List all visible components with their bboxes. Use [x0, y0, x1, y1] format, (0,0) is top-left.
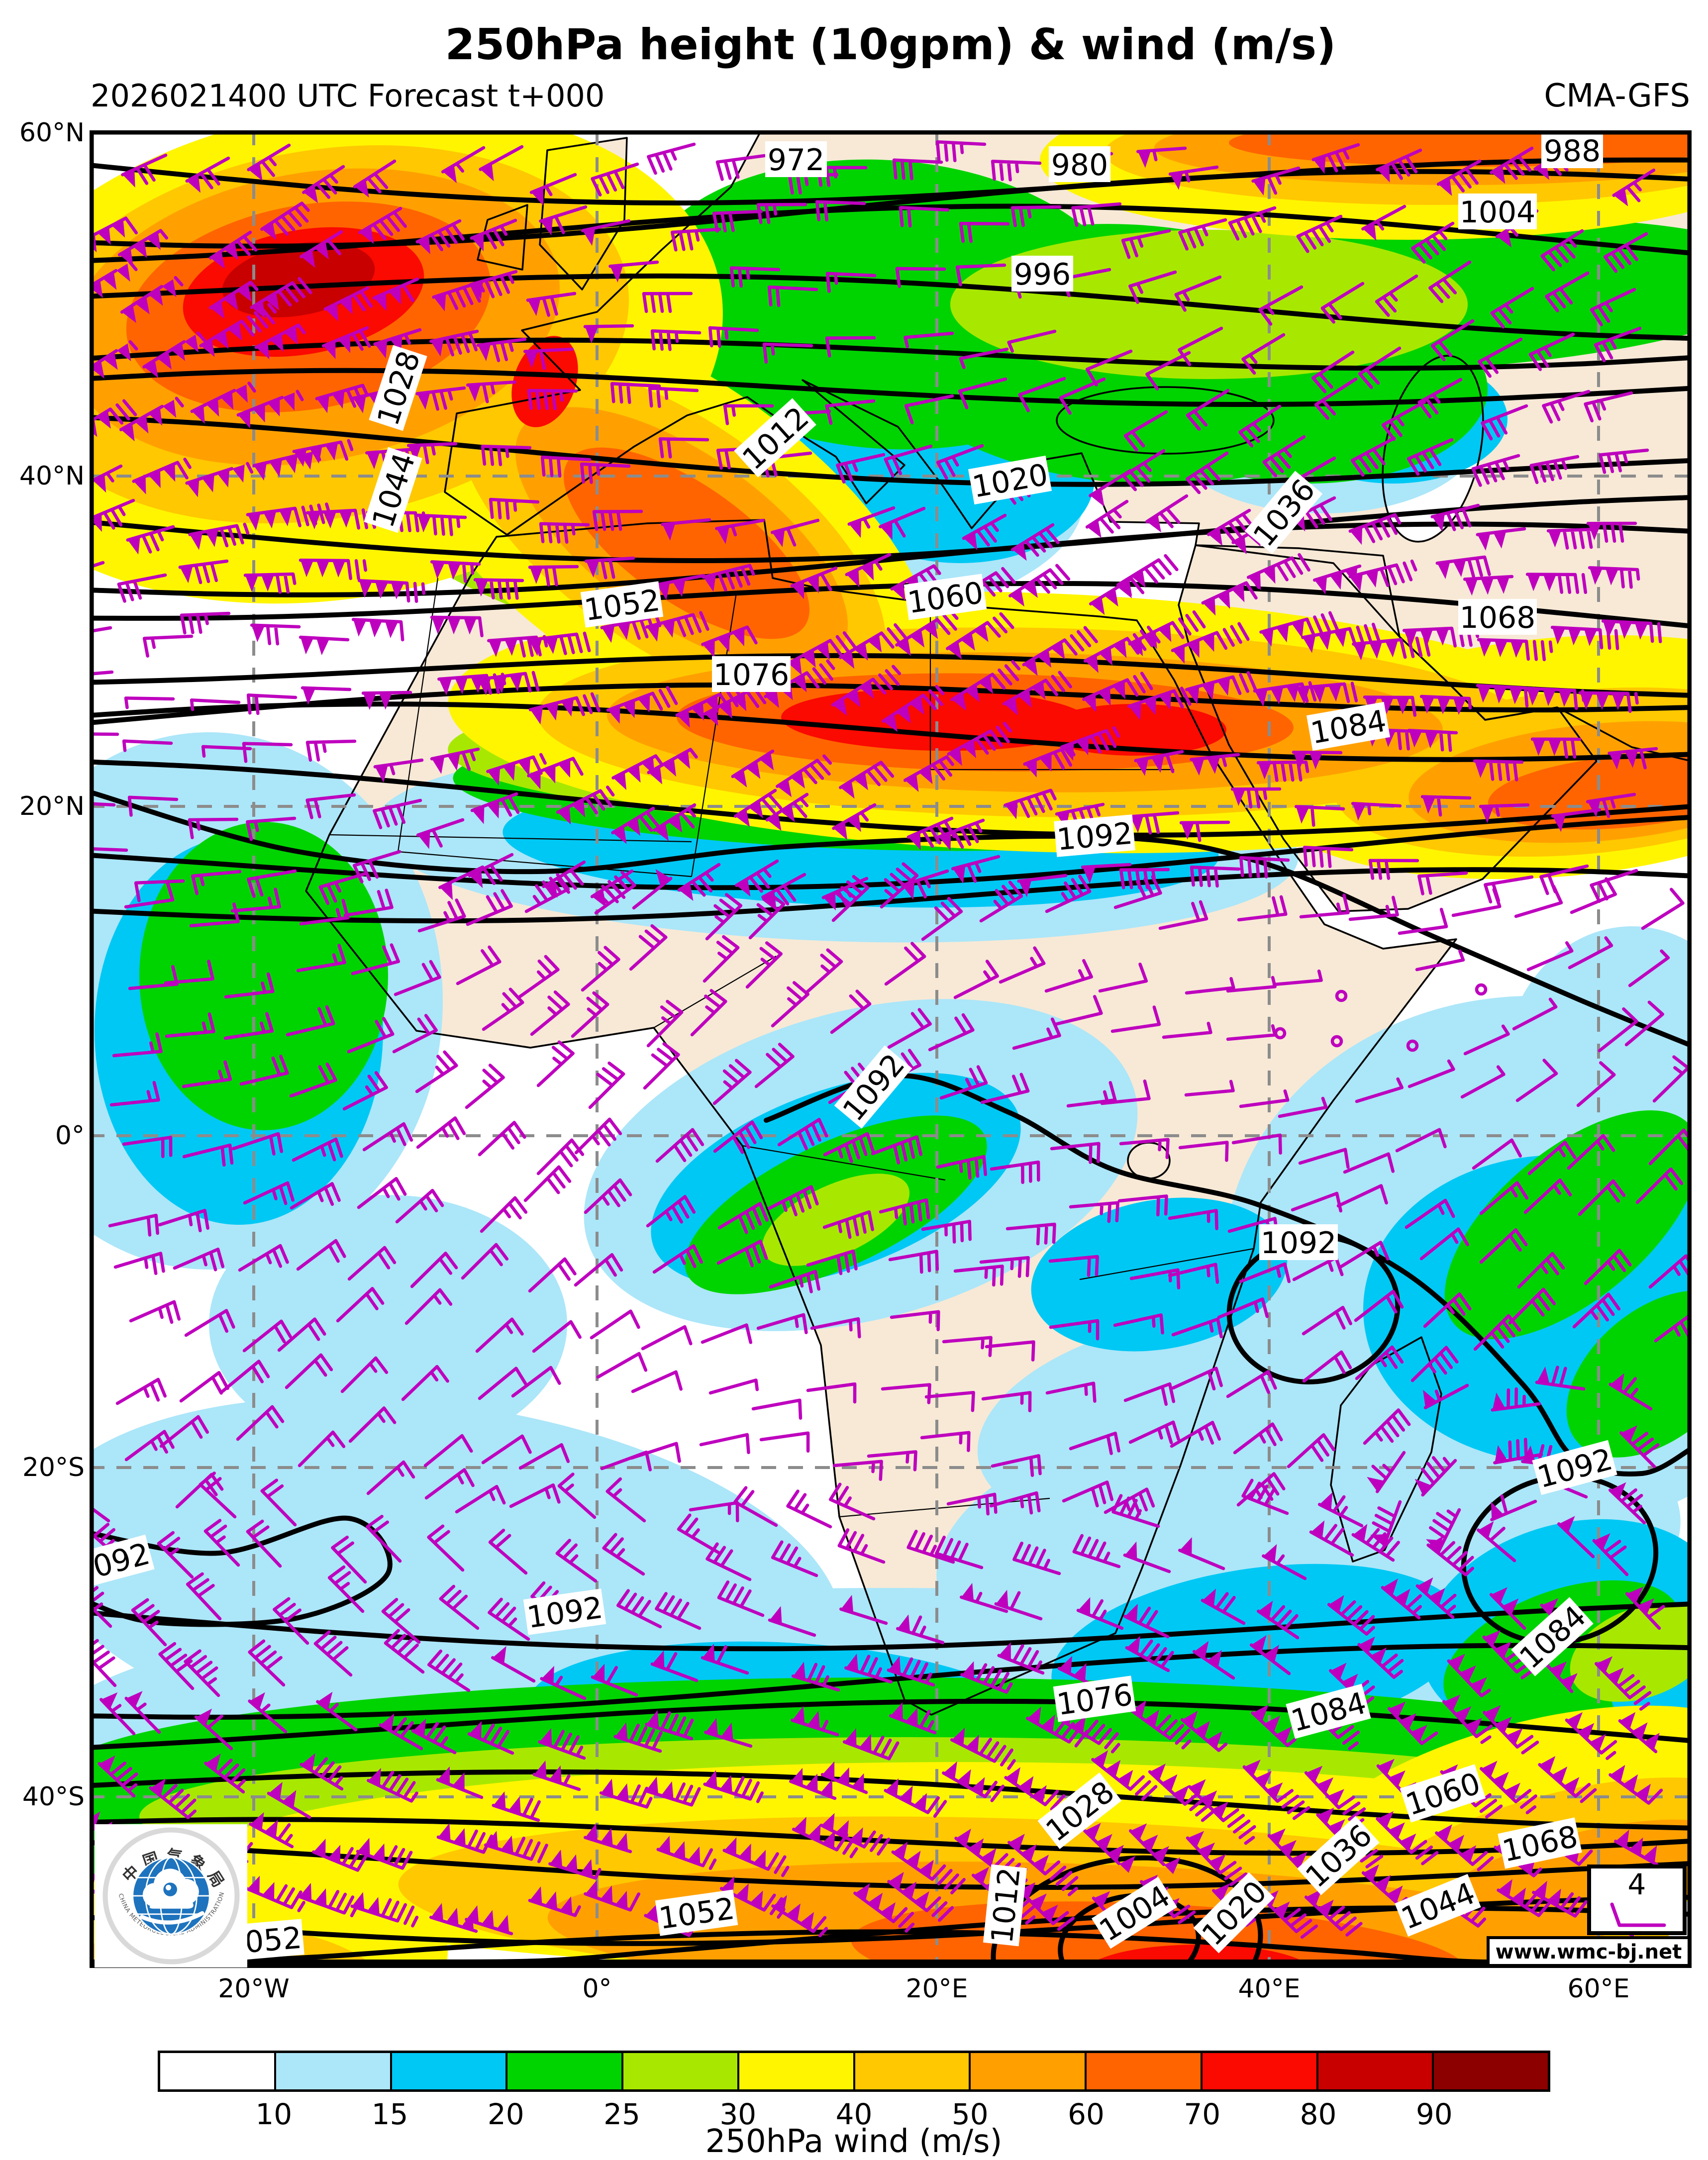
colorbar-tick-label: 10	[255, 2097, 293, 2131]
svg-text:1092: 1092	[1261, 1226, 1337, 1261]
colorbar-segment	[737, 2053, 853, 2089]
svg-text:988: 988	[1544, 134, 1601, 169]
wind-barb-legend: 4	[1587, 1865, 1687, 1935]
weather-map-canvas: 972 980 9881004996101210201028103610441052…	[0, 81, 1708, 2113]
svg-text:1012: 1012	[985, 1866, 1027, 1945]
colorbar-segment	[969, 2053, 1085, 2089]
svg-text:1092: 1092	[1055, 816, 1134, 857]
contour-label: 1092	[1054, 814, 1135, 858]
colorbar-tick-label: 20	[487, 2097, 524, 2131]
colorbar-tick-label: 40	[835, 2097, 873, 2131]
lat-tick-label: 40°N	[19, 461, 85, 491]
barb-legend-icon	[1610, 1902, 1666, 1927]
colorbar-segment	[274, 2053, 390, 2089]
cma-logo-seal: 中国气象局 CHINA METEOROLOGICAL ADMINISTRATIO…	[102, 1827, 240, 1964]
colorbar-tick-label: 25	[603, 2097, 640, 2131]
svg-text:1004: 1004	[1460, 195, 1536, 230]
lon-tick-label: 0°	[582, 1974, 612, 2004]
contour-label: 1092	[1259, 1224, 1338, 1261]
contour-label: 1052	[580, 581, 664, 628]
svg-text:980: 980	[1051, 148, 1108, 183]
lat-tick-label: 0°	[55, 1121, 85, 1151]
colorbar-tick-label: 15	[371, 2097, 408, 2131]
lon-tick-label: 40°E	[1238, 1974, 1301, 2004]
svg-text:972: 972	[768, 143, 825, 178]
map-area: 972 980 988 1004 996 1012 1020 1028 1036 1044 1052…	[0, 81, 1708, 2113]
wind-barbs	[56, 140, 1704, 1939]
colorbar-segment	[1316, 2053, 1432, 2089]
cma-logo: 中国气象局 CHINA METEOROLOGICAL ADMINISTRATIO…	[95, 1824, 247, 1967]
contour-label: 1020	[968, 455, 1052, 505]
lat-tick-label: 20°N	[19, 791, 85, 821]
colorbar-tick-label: 50	[951, 2097, 989, 2131]
contour-label: 1076	[1053, 1675, 1136, 1722]
colorbar-segment	[621, 2053, 737, 2089]
lat-tick-label: 60°N	[19, 118, 85, 148]
colorbar-segment	[505, 2053, 621, 2089]
contour-label: 980	[1049, 146, 1110, 183]
lon-tick-label: 20°W	[218, 1974, 290, 2004]
contour-label: 1052	[655, 1889, 738, 1936]
contour-label: 1068	[1458, 599, 1537, 635]
svg-text:1076: 1076	[713, 658, 790, 692]
colorbar-tick-label: 60	[1068, 2097, 1105, 2131]
lon-tick-label: 60°E	[1567, 1974, 1630, 2004]
contour-label: 988	[1541, 132, 1603, 169]
contour-label: 1076	[712, 656, 791, 692]
contour-label: 1004	[1458, 194, 1537, 230]
forecast-time-label: 2026021400 UTC Forecast t+000	[91, 78, 605, 114]
model-name-label: CMA-GFS	[1544, 78, 1690, 114]
colorbar-tick-label: 80	[1300, 2097, 1337, 2131]
page-title: 250hPa height (10gpm) & wind (m/s)	[445, 20, 1336, 70]
barb-legend-value: 4	[1627, 1867, 1646, 1901]
colorbar-segment	[390, 2053, 506, 2089]
colorbar-label: 250hPa wind (m/s)	[705, 2123, 1003, 2160]
wind-speed-colorbar	[158, 2051, 1550, 2092]
colorbar-segment	[160, 2053, 274, 2089]
wind-speed-shading	[0, 81, 1708, 2113]
map-frame	[89, 130, 1692, 1968]
colorbar-segment	[1200, 2053, 1316, 2089]
lat-tick-label: 20°S	[22, 1453, 85, 1482]
svg-text:996: 996	[1014, 257, 1071, 292]
svg-text:1068: 1068	[1460, 600, 1536, 635]
graticule	[90, 130, 1692, 1968]
contour-label: 972	[765, 141, 827, 178]
colorbar-tick-label: 30	[719, 2097, 757, 2131]
colorbar-tick-label: 90	[1415, 2097, 1453, 2131]
lat-tick-label: 40°S	[22, 1782, 85, 1812]
contour-label: 1012	[983, 1864, 1027, 1947]
watermark: www.wmc-bj.net	[1487, 1936, 1691, 1967]
colorbar-segment	[1085, 2053, 1201, 2089]
colorbar-segment	[853, 2053, 969, 2089]
lon-tick-label: 20°E	[905, 1974, 968, 2004]
contour-label: 996	[1011, 256, 1073, 292]
colorbar-tick-label: 70	[1184, 2097, 1221, 2131]
colorbar-segment	[1432, 2053, 1548, 2089]
